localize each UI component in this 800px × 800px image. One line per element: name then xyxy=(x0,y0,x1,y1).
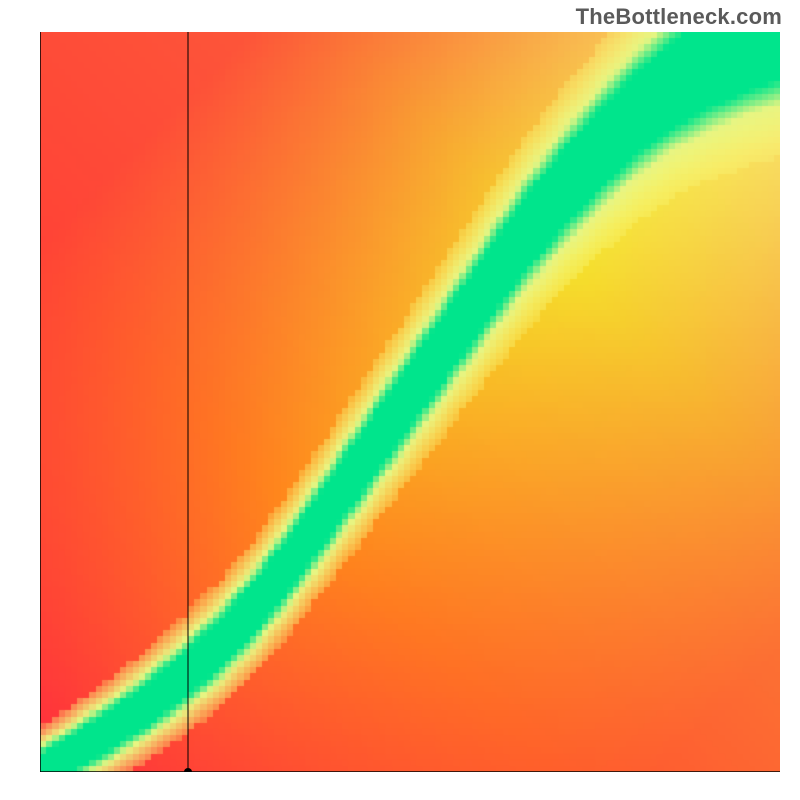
attribution-text: TheBottleneck.com xyxy=(576,4,782,30)
heatmap-plot xyxy=(40,32,780,772)
heatmap-canvas xyxy=(40,32,780,772)
